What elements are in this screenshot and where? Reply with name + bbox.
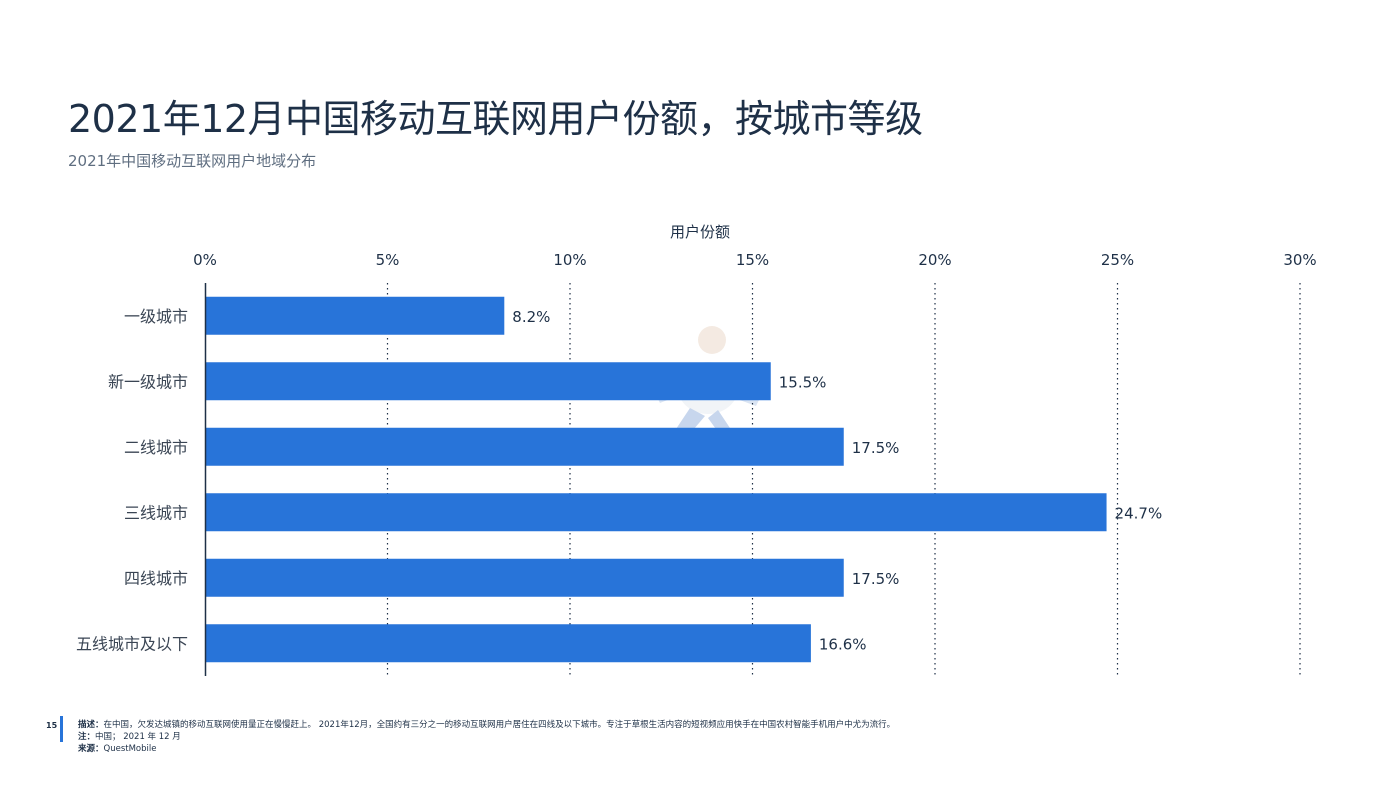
note-label: 注： bbox=[78, 732, 96, 742]
value-label: 8.2% bbox=[512, 308, 550, 326]
x-axis-title: 用户份额 bbox=[670, 223, 730, 241]
bar bbox=[205, 362, 771, 401]
bar bbox=[205, 493, 1107, 532]
category-label: 四线城市 bbox=[124, 569, 188, 588]
page-title: 2021年12月中国移动互联网用户份额，按城市等级 bbox=[68, 97, 923, 141]
x-tick-label: 20% bbox=[918, 251, 951, 269]
desc-text: 在中国，欠发达城镇的移动互联网使用量正在慢慢赶上。 2021年12月，全国约有三… bbox=[103, 720, 896, 730]
page-number: 15 bbox=[46, 721, 58, 730]
x-tick-label: 30% bbox=[1283, 251, 1316, 269]
note-text: 中国； 2021 年 12 月 bbox=[95, 732, 181, 742]
x-tick-label: 15% bbox=[736, 251, 769, 269]
category-label: 二线城市 bbox=[124, 438, 188, 457]
footer-notes: 描述：在中国，欠发达城镇的移动互联网使用量正在慢慢赶上。 2021年12月，全国… bbox=[78, 719, 895, 755]
source-text: QuestMobile bbox=[103, 744, 157, 754]
bar bbox=[205, 558, 844, 597]
x-tick-label: 25% bbox=[1101, 251, 1134, 269]
bar bbox=[205, 427, 844, 466]
category-label: 新一级城市 bbox=[108, 372, 188, 391]
category-label: 五线城市及以下 bbox=[76, 634, 188, 653]
bar bbox=[205, 296, 505, 335]
value-label: 16.6% bbox=[819, 635, 867, 653]
page-subtitle: 2021年中国移动互联网用户地域分布 bbox=[68, 152, 317, 170]
category-label: 三线城市 bbox=[124, 503, 188, 522]
value-label: 15.5% bbox=[779, 373, 827, 391]
category-label: 一级城市 bbox=[124, 307, 188, 326]
x-tick-label: 10% bbox=[553, 251, 586, 269]
gridlines bbox=[386, 283, 1301, 676]
value-label: 17.5% bbox=[852, 570, 900, 588]
x-tick-label: 5% bbox=[376, 251, 400, 269]
desc-label: 描述： bbox=[78, 720, 104, 730]
x-tick-label: 0% bbox=[193, 251, 217, 269]
footer-accent-bar bbox=[60, 716, 63, 742]
source-line: 来源：QuestMobile bbox=[78, 743, 895, 755]
bar-chart: 用户份额 0% 5% 10% 15% 20% 25% 30% 一级城市新一级城市二线城市三线… bbox=[76, 223, 1317, 676]
bar bbox=[205, 624, 811, 663]
x-axis-ticks: 0% 5% 10% 15% 20% 25% 30% bbox=[193, 251, 1317, 269]
bars bbox=[205, 296, 1107, 663]
description-line: 描述：在中国，欠发达城镇的移动互联网使用量正在慢慢赶上。 2021年12月，全国… bbox=[78, 719, 895, 731]
value-label: 24.7% bbox=[1115, 504, 1163, 522]
source-label: 来源： bbox=[78, 744, 104, 754]
value-labels: 8.2% 15.5% 17.5% 24.7% 17.5% 16.6% bbox=[512, 308, 1162, 654]
value-label: 17.5% bbox=[852, 439, 900, 457]
note-line: 注：中国； 2021 年 12 月 bbox=[78, 731, 895, 743]
